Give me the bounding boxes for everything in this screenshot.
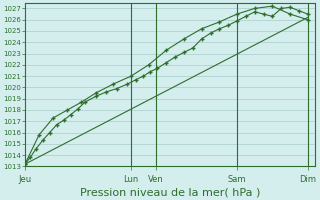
X-axis label: Pression niveau de la mer( hPa ): Pression niveau de la mer( hPa ) [80, 187, 260, 197]
